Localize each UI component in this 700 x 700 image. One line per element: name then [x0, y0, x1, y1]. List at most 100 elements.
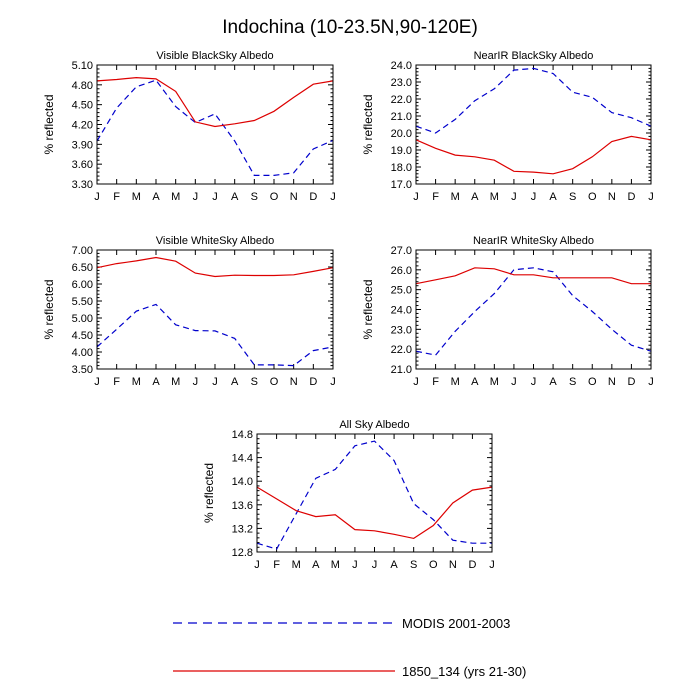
- y-tick-label: 5.50: [72, 296, 93, 308]
- x-tick-label: M: [490, 191, 499, 203]
- y-tick-label: 22.0: [391, 94, 412, 106]
- y-tick-label: 4.50: [72, 330, 93, 342]
- legend-label-model: 1850_134 (yrs 21-30): [402, 664, 526, 679]
- y-tick-label: 12.8: [232, 547, 253, 559]
- x-tick-label: J: [193, 191, 199, 203]
- y-axis-label: % reflected: [42, 279, 56, 339]
- chart-panel-nearir-blacksky: NearIR BlackSky Albedo % reflected 17.0 18.…: [361, 50, 654, 203]
- x-tick-label: N: [608, 191, 616, 203]
- x-tick-label: J: [489, 559, 495, 571]
- x-tick-label: O: [588, 191, 597, 203]
- x-tick-label: F: [113, 191, 120, 203]
- series-line-modis: [96, 79, 334, 176]
- x-tick-label: J: [193, 376, 199, 388]
- x-tick-label: F: [432, 191, 439, 203]
- x-tick-label: N: [290, 191, 298, 203]
- y-tick-label: 26.0: [391, 265, 412, 277]
- y-tick-label: 13.6: [232, 500, 253, 512]
- x-tick-label: A: [152, 191, 160, 203]
- x-tick-label: M: [171, 376, 180, 388]
- x-tick-label: A: [390, 559, 398, 571]
- y-tick-label: 23.0: [391, 77, 412, 89]
- x-tick-label: A: [549, 376, 557, 388]
- legend: MODIS 2001-2003 1850_134 (yrs 21-30): [173, 616, 526, 679]
- y-tick-label: 7.00: [72, 245, 93, 257]
- x-tick-label: F: [113, 376, 120, 388]
- y-tick-label: 18.0: [391, 162, 412, 174]
- y-tick-label: 3.50: [72, 364, 93, 376]
- chart-panel-visible-blacksky: Visible BlackSky Albedo % reflected 3.30 3.…: [42, 50, 336, 203]
- x-tick-label: J: [511, 376, 517, 388]
- x-tick-label: O: [270, 376, 279, 388]
- y-tick-label: 3.90: [72, 139, 93, 151]
- x-tick-label: J: [212, 376, 218, 388]
- chart-panel-nearir-whitesky: NearIR WhiteSky Albedo % reflected 21.0 22.…: [361, 235, 654, 388]
- x-tick-label: J: [212, 191, 218, 203]
- x-tick-label: J: [94, 376, 100, 388]
- series-line-modis: [415, 67, 652, 134]
- y-tick-label: 5.00: [72, 313, 93, 325]
- x-tick-label: J: [413, 376, 419, 388]
- series-line-model: [415, 135, 652, 175]
- x-tick-label: J: [531, 376, 537, 388]
- figure-title: Indochina (10-23.5N,90-120E): [222, 17, 478, 38]
- x-tick-label: S: [569, 191, 576, 203]
- series-line-model: [96, 76, 334, 128]
- plot-frame: [96, 249, 334, 370]
- y-tick-label: 13.2: [232, 523, 253, 535]
- x-tick-label: A: [549, 191, 557, 203]
- x-tick-label: J: [372, 559, 378, 571]
- y-tick-label: 21.0: [391, 111, 412, 123]
- x-tick-label: O: [429, 559, 438, 571]
- x-tick-label: J: [531, 191, 537, 203]
- x-tick-label: S: [251, 191, 258, 203]
- x-tick-label: O: [270, 191, 279, 203]
- series-line-modis: [256, 440, 492, 550]
- y-tick-label: 22.0: [391, 344, 412, 356]
- y-tick-label: 4.00: [72, 347, 93, 359]
- y-axis-label: % reflected: [42, 94, 56, 154]
- x-tick-label: J: [352, 559, 358, 571]
- y-tick-label: 20.0: [391, 128, 412, 140]
- y-tick-label: 17.0: [391, 179, 412, 191]
- x-tick-label: O: [588, 376, 597, 388]
- series-line-model: [96, 256, 334, 278]
- x-tick-label: S: [410, 559, 417, 571]
- y-tick-label: 19.0: [391, 145, 412, 157]
- y-tick-label: 6.00: [72, 279, 93, 291]
- panel-title: NearIR BlackSky Albedo: [474, 50, 594, 62]
- x-tick-label: D: [468, 559, 476, 571]
- x-tick-label: J: [330, 191, 336, 203]
- panel-title: NearIR WhiteSky Albedo: [473, 235, 594, 247]
- chart-panel-all-sky: All Sky Albedo % reflected 12.8 13.2 13.6 14.…: [202, 419, 495, 571]
- x-tick-label: J: [511, 191, 517, 203]
- y-tick-label: 3.60: [72, 159, 93, 171]
- y-axis-label: % reflected: [361, 94, 375, 154]
- x-tick-label: F: [273, 559, 280, 571]
- y-tick-label: 25.0: [391, 285, 412, 297]
- y-tick-label: 14.8: [232, 429, 253, 441]
- y-tick-label: 24.0: [391, 305, 412, 317]
- x-tick-label: J: [330, 376, 336, 388]
- x-tick-label: A: [152, 376, 160, 388]
- plot-frame: [415, 64, 652, 185]
- plot-frame: [415, 249, 652, 370]
- x-tick-label: M: [331, 559, 340, 571]
- series-line-modis: [96, 303, 334, 367]
- series-line-model: [256, 486, 493, 540]
- y-tick-label: 4.80: [72, 80, 93, 92]
- series-line-model: [415, 267, 651, 285]
- x-tick-label: A: [231, 376, 239, 388]
- x-tick-label: J: [648, 191, 654, 203]
- y-tick-label: 14.4: [232, 453, 253, 465]
- y-tick-label: 21.0: [391, 364, 412, 376]
- x-tick-label: N: [449, 559, 457, 571]
- y-tick-label: 3.30: [72, 179, 93, 191]
- panel-title: All Sky Albedo: [339, 419, 409, 431]
- x-tick-label: D: [309, 376, 317, 388]
- panel-title: Visible BlackSky Albedo: [156, 50, 273, 62]
- x-tick-label: M: [292, 559, 301, 571]
- x-tick-label: J: [254, 559, 260, 571]
- x-tick-label: A: [471, 191, 479, 203]
